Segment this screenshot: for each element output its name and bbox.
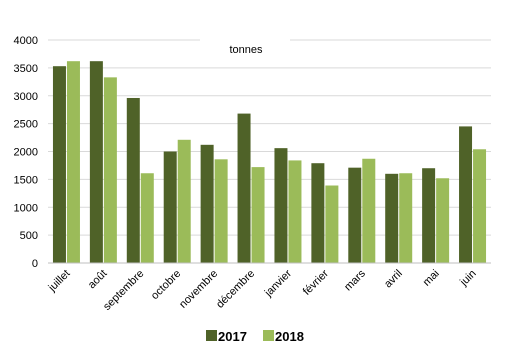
y-tick-label-5: 2500 [14, 119, 38, 131]
bar-2018-janvier [288, 160, 302, 263]
legend-label-2017: 2017 [218, 329, 247, 343]
bar-2018-avril [399, 173, 413, 263]
legend-label-2018: 2018 [275, 329, 304, 343]
bar-2017-mai [422, 168, 436, 263]
bar-2017-février [311, 163, 325, 263]
legend-swatch-2018 [263, 330, 274, 341]
x-tick-label-2: septembre [101, 268, 146, 313]
bar-2018-septembre [140, 173, 154, 263]
bar-2017-août [89, 61, 103, 264]
bar-2017-octobre [163, 151, 177, 263]
y-tick-label-2: 1000 [14, 202, 38, 214]
bar-2018-décembre [251, 167, 265, 263]
y-tick-label-3: 1500 [14, 174, 38, 186]
x-tick-label-7: février [301, 267, 331, 297]
x-tick-label-3: octobre [149, 268, 183, 302]
bar-2018-mars [362, 158, 376, 263]
x-tick-label-1: août [86, 268, 110, 292]
x-tick-label-0: juillet [46, 268, 73, 295]
x-tick-label-11: juin [457, 268, 478, 289]
y-axis-ticks: 0 500 1000 1500 2000 2500 3000 3500 4000 [14, 35, 38, 270]
bar-2017-juillet [52, 66, 66, 263]
bar-2017-décembre [237, 113, 251, 263]
y-tick-label-7: 3500 [14, 63, 38, 75]
bar-2018-juin [473, 149, 487, 263]
bar-2018-mai [436, 178, 450, 263]
legend: 2017 2018 [206, 329, 304, 343]
legend-swatch-2017 [206, 330, 217, 341]
unit-label-background [200, 36, 290, 62]
x-tick-label-4: novembre [177, 268, 220, 311]
bar-2018-juillet [66, 61, 80, 264]
bar-2018-octobre [177, 139, 191, 263]
bar-2017-mars [348, 167, 362, 263]
bar-2017-juin [459, 126, 473, 263]
bar-2018-août [103, 77, 117, 263]
y-tick-label-8: 4000 [14, 35, 38, 47]
y-tick-label-6: 3000 [14, 91, 38, 103]
x-tick-label-8: mars [342, 267, 368, 293]
y-tick-label-4: 2000 [14, 147, 38, 159]
x-tick-label-9: avril [382, 268, 405, 291]
grid-lines [48, 39, 491, 236]
bar-2017-janvier [274, 148, 288, 263]
bars [52, 61, 487, 264]
y-tick-label-1: 500 [20, 230, 38, 242]
y-tick-label-0: 0 [32, 258, 38, 270]
bar-2017-novembre [200, 144, 214, 263]
bar-2018-février [325, 185, 339, 263]
x-tick-label-5: décembre [214, 268, 257, 311]
unit-label: tonnes [229, 44, 263, 56]
bar-2018-novembre [214, 159, 228, 263]
x-tick-label-6: janvier [262, 267, 294, 299]
x-tick-label-10: mai [421, 268, 442, 289]
bar-2017-septembre [126, 97, 140, 263]
bar-2017-avril [385, 173, 399, 263]
